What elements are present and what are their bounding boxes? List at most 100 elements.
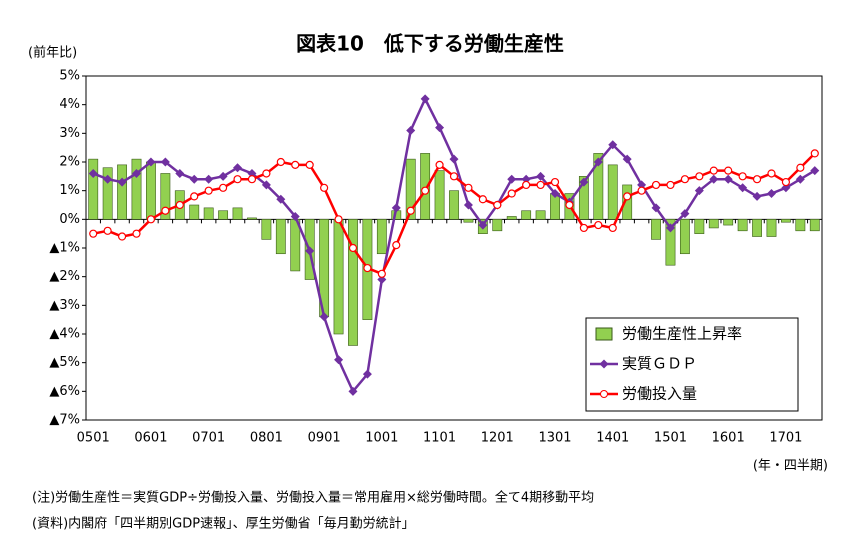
marker (305, 160, 314, 169)
marker (247, 168, 257, 178)
marker (550, 189, 560, 199)
bar (463, 219, 474, 223)
marker (521, 174, 531, 184)
bar (492, 219, 503, 232)
marker (608, 140, 618, 150)
marker (449, 154, 459, 164)
marker (406, 206, 415, 215)
y-tick-label: ▲2% (49, 269, 80, 284)
bar (420, 153, 431, 220)
marker (637, 186, 646, 195)
bar (160, 173, 171, 220)
bar (607, 164, 618, 220)
marker (536, 171, 546, 181)
marker (709, 174, 719, 184)
bar (348, 219, 358, 346)
legend-label: 労働生産性上昇率 (622, 325, 742, 343)
marker (406, 125, 416, 135)
marker (117, 177, 127, 187)
marker (290, 211, 300, 221)
bar (405, 158, 416, 220)
bar (232, 207, 243, 220)
bar (593, 153, 604, 220)
bar (449, 190, 459, 220)
marker (579, 223, 588, 233)
y-tick-label: 3% (59, 126, 80, 141)
marker (377, 275, 387, 285)
note: (資料)内閣府「四半期別GDP速報」、厚生労働省「毎月勤労統計」 (32, 516, 415, 532)
marker (651, 203, 661, 213)
bar (203, 207, 214, 220)
marker (623, 192, 632, 201)
marker (261, 180, 271, 190)
y-tick-label: 2% (59, 155, 80, 170)
marker (637, 180, 647, 190)
x-tick-label: 0801 (250, 431, 283, 446)
marker (651, 180, 661, 190)
marker (550, 177, 560, 187)
marker (233, 175, 242, 184)
marker (680, 175, 690, 184)
marker (810, 149, 819, 158)
y-tick-label: 4% (59, 97, 80, 112)
marker (796, 163, 805, 172)
bar (795, 219, 806, 232)
bar (376, 219, 387, 255)
marker (680, 209, 690, 219)
marker (738, 172, 747, 181)
bar (708, 219, 719, 229)
bar (809, 219, 820, 232)
x-tick-label: 1201 (481, 431, 514, 446)
marker (507, 189, 516, 198)
y-axis-label: (前年比) (28, 45, 77, 61)
y-tick-label: 0% (59, 212, 80, 227)
marker (767, 169, 776, 178)
x-tick-label: 1001 (365, 431, 398, 446)
marker (781, 183, 791, 193)
y-tick-label: ▲1% (49, 241, 80, 256)
marker (579, 177, 589, 187)
marker (695, 172, 704, 181)
marker (478, 220, 488, 230)
marker (103, 174, 113, 184)
bar (651, 219, 661, 240)
bar (261, 219, 272, 240)
legend-label: 実質ＧＤＰ (622, 355, 697, 373)
marker (781, 177, 791, 187)
marker (665, 223, 675, 233)
marker (421, 186, 430, 195)
marker (694, 186, 704, 196)
bar (752, 219, 762, 237)
y-tick-label: 1% (59, 183, 80, 198)
bar (694, 219, 705, 234)
marker (348, 243, 358, 253)
marker (795, 174, 805, 184)
marker (391, 203, 401, 213)
marker (593, 157, 603, 167)
bar (218, 210, 229, 220)
x-tick-label: 1301 (538, 431, 571, 446)
bar (102, 167, 113, 220)
marker (348, 386, 358, 396)
marker (565, 200, 574, 210)
x-tick-label: 1601 (712, 431, 745, 446)
marker (608, 223, 617, 233)
marker (319, 312, 329, 322)
marker (522, 180, 531, 190)
bar (506, 216, 517, 220)
legend-marker (599, 359, 609, 369)
marker (175, 200, 184, 210)
y-tick-label: ▲7% (49, 413, 80, 428)
marker (132, 168, 142, 178)
marker (204, 174, 214, 184)
marker (218, 183, 228, 192)
marker (377, 269, 386, 278)
marker (752, 191, 762, 201)
legend-swatch (595, 327, 613, 341)
marker (766, 189, 776, 199)
y-tick-label: ▲6% (49, 384, 80, 399)
bar (88, 158, 99, 220)
marker (160, 157, 170, 167)
y-tick-label: ▲5% (49, 355, 80, 370)
